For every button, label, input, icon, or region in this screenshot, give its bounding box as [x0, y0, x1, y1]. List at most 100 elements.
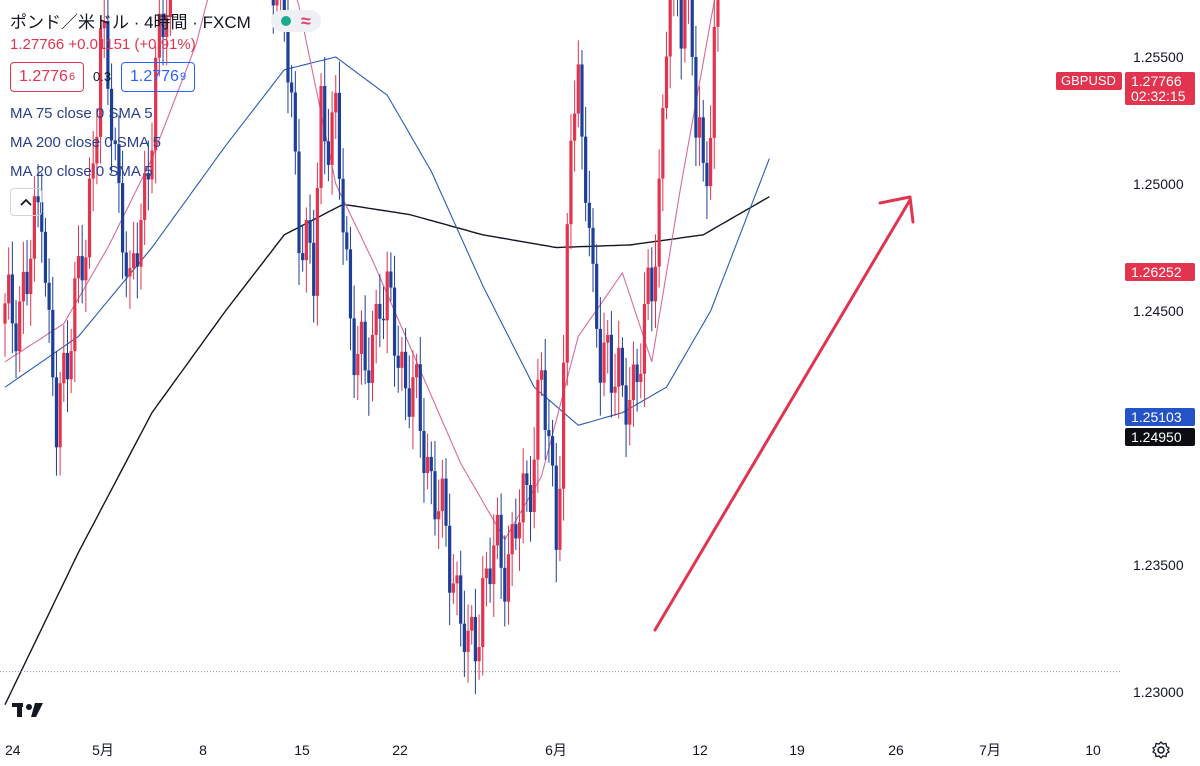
- ma200-price-badge-bg: [1125, 428, 1195, 446]
- candle-body: [330, 112, 334, 165]
- candle-body: [573, 113, 577, 141]
- candle-body: [165, 17, 169, 38]
- collapse-legend-button[interactable]: [10, 188, 42, 216]
- candle-body: [396, 355, 400, 368]
- last-price-badge-text: 1.27766: [1131, 73, 1182, 89]
- candle-body: [14, 323, 18, 352]
- y-tick-label: 1.24500: [1133, 303, 1184, 319]
- candle-body: [433, 471, 437, 520]
- x-tick-label: 24: [5, 742, 21, 758]
- ma20-price-badge-text: 1.26252: [1131, 264, 1182, 280]
- candle-body: [157, 13, 161, 58]
- approx-icon: ≈: [300, 10, 311, 31]
- price-change: 1.27766 +0.01151 (+0.91%): [10, 36, 196, 53]
- indicator-ma20-legend[interactable]: MA 20 close 0 SMA 5: [10, 163, 153, 180]
- x-tick-label: 22: [392, 742, 408, 758]
- candle-body: [661, 107, 665, 179]
- candle-body: [617, 347, 621, 387]
- candle-body: [135, 253, 139, 267]
- candle-body: [3, 303, 7, 324]
- candle-body: [679, 0, 683, 49]
- indicator-ma200-legend[interactable]: MA 200 close 0 SMA 5: [10, 134, 161, 151]
- symbol-tag-bg: [1056, 72, 1122, 90]
- symbol-price-tag: GBPUSD: [1056, 72, 1122, 90]
- candle-body: [109, 88, 114, 141]
- candle-body: [598, 328, 602, 383]
- ma75-price-badge-bg: [1125, 408, 1195, 426]
- market-status-badge[interactable]: ≈: [270, 9, 321, 32]
- y-tick-label: 1.23500: [1133, 557, 1184, 573]
- candle-body: [580, 64, 584, 137]
- candle-body: [32, 196, 36, 259]
- candle-body: [168, 0, 172, 18]
- candle-body: [65, 352, 70, 380]
- candle-body: [426, 456, 430, 474]
- candle-body: [562, 362, 566, 489]
- candle-body: [334, 92, 338, 113]
- market-open-icon: [280, 15, 291, 26]
- candle-body: [18, 301, 22, 352]
- buy-price-pip: 9: [179, 71, 187, 83]
- candle-body: [143, 173, 147, 220]
- candle-body: [73, 278, 77, 352]
- candle-body: [481, 578, 485, 648]
- last-price-badge-bg: [1125, 72, 1195, 105]
- candle-body: [415, 364, 419, 378]
- candle-body: [536, 379, 540, 460]
- candle-body: [517, 522, 522, 539]
- candle-body: [422, 430, 426, 474]
- symbol-tag-text: GBPUSD: [1061, 73, 1116, 88]
- candle-body: [40, 202, 44, 232]
- candle-body: [591, 227, 595, 264]
- candle-body: [451, 583, 455, 593]
- ma75-price-badge-text: 1.25103: [1131, 409, 1182, 425]
- indicator-ma75-legend[interactable]: MA 75 close 0 SMA 5: [10, 105, 153, 122]
- candle-body: [444, 478, 448, 526]
- candle-body: [392, 287, 397, 356]
- candle-body: [337, 92, 342, 179]
- candle-body: [98, 28, 103, 137]
- settings-gear-icon[interactable]: [1151, 740, 1171, 765]
- candle-body: [569, 140, 573, 225]
- candle-body: [84, 257, 88, 281]
- x-tick-label: 5月: [92, 742, 114, 758]
- candle-body: [345, 232, 349, 250]
- candle-body: [150, 150, 154, 180]
- candle-body: [54, 377, 59, 448]
- candle-body: [128, 268, 132, 277]
- buy-button[interactable]: 1.2776 9: [121, 62, 196, 92]
- candle-body: [21, 271, 25, 302]
- candle-body: [495, 514, 500, 546]
- candle-body: [528, 485, 533, 512]
- candle-body: [477, 647, 481, 662]
- candle-body: [352, 318, 356, 376]
- spread-value: 0.3: [93, 69, 112, 84]
- candle-body: [326, 141, 330, 165]
- candle-body: [668, 0, 672, 57]
- candle-body: [385, 271, 389, 321]
- candle-body: [312, 242, 316, 296]
- sell-button[interactable]: 1.2776 6: [10, 62, 85, 92]
- candle-body: [87, 178, 92, 258]
- symbol-title[interactable]: ポンド／米ドル · 4時間 · FXCM: [10, 13, 251, 32]
- y-tick-label: 1.23000: [1133, 684, 1184, 700]
- candle-body: [308, 219, 312, 243]
- candle-body: [584, 136, 588, 203]
- candle-body: [543, 370, 547, 431]
- candle-body: [440, 478, 444, 512]
- candle-body: [514, 524, 518, 539]
- candle-body: [554, 465, 558, 550]
- candle-body: [484, 568, 489, 579]
- candle-body: [304, 219, 308, 261]
- candle-body: [716, 0, 720, 27]
- candle-body: [378, 303, 382, 319]
- candle-body: [106, 21, 110, 89]
- trend-arrow: [653, 198, 912, 632]
- candle-body: [539, 370, 544, 380]
- candle-body: [642, 304, 647, 374]
- candle-body: [301, 253, 305, 261]
- candle-body: [113, 140, 117, 145]
- candle-body: [521, 473, 525, 523]
